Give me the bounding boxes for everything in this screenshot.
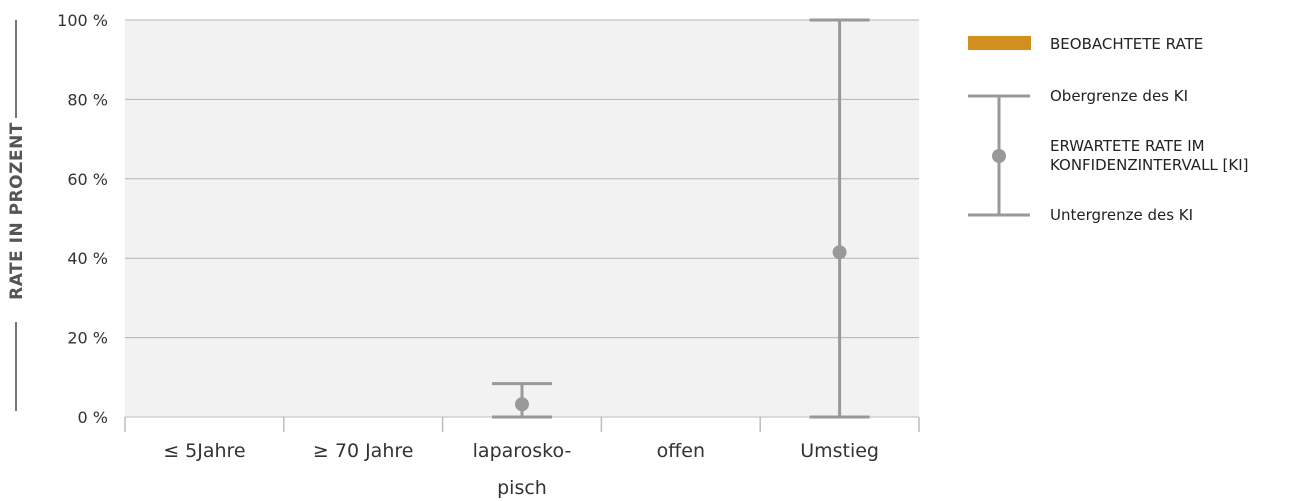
x-tick-label: ≥ 70 Jahre: [313, 440, 414, 462]
expected-rate-point: [515, 397, 529, 412]
y-tick-label: 100 %: [57, 11, 108, 30]
y-tick-label: 20 %: [67, 329, 108, 348]
x-tick-label: ≤ 5Jahre: [163, 440, 245, 462]
y-tick-labels: 0 % 20 % 40 % 60 % 80 % 100 %: [57, 11, 108, 427]
legend-expected-point: [992, 149, 1006, 163]
y-tick-label: 40 %: [67, 249, 108, 268]
legend-lower-label: Untergrenze des KI: [1050, 206, 1193, 224]
y-tick-label: 80 %: [67, 90, 108, 109]
y-tick-label: 0 %: [78, 408, 108, 427]
plot-background: [125, 20, 919, 417]
expected-rate-point: [832, 245, 847, 260]
legend-observed-swatch: [968, 36, 1031, 50]
legend-expected-label-line1: ERWARTETE RATE IM: [1050, 137, 1205, 155]
legend: BEOBACHTETE RATE Obergrenze des KI ERWAR…: [968, 35, 1249, 224]
y-axis-title: RATE IN PROZENT: [7, 122, 27, 300]
legend-observed-label: BEOBACHTETE RATE: [1050, 35, 1203, 53]
legend-upper-label: Obergrenze des KI: [1050, 87, 1188, 105]
legend-expected-label-line2: KONFIDENZINTERVALL [KI]: [1050, 156, 1249, 174]
x-tick-label: Umstieg: [800, 440, 879, 462]
x-axis: ≤ 5Jahre ≥ 70 Jahre laparosko-pisch offen Um…: [124, 416, 920, 499]
x-tick-label: offen: [657, 440, 705, 462]
confidence-intervals: [492, 18, 870, 419]
y-tick-label: 60 %: [67, 170, 108, 189]
y-axis-title-group: RATE IN PROZENT: [7, 20, 27, 411]
x-tick-label: laparosko-pisch: [473, 440, 572, 499]
